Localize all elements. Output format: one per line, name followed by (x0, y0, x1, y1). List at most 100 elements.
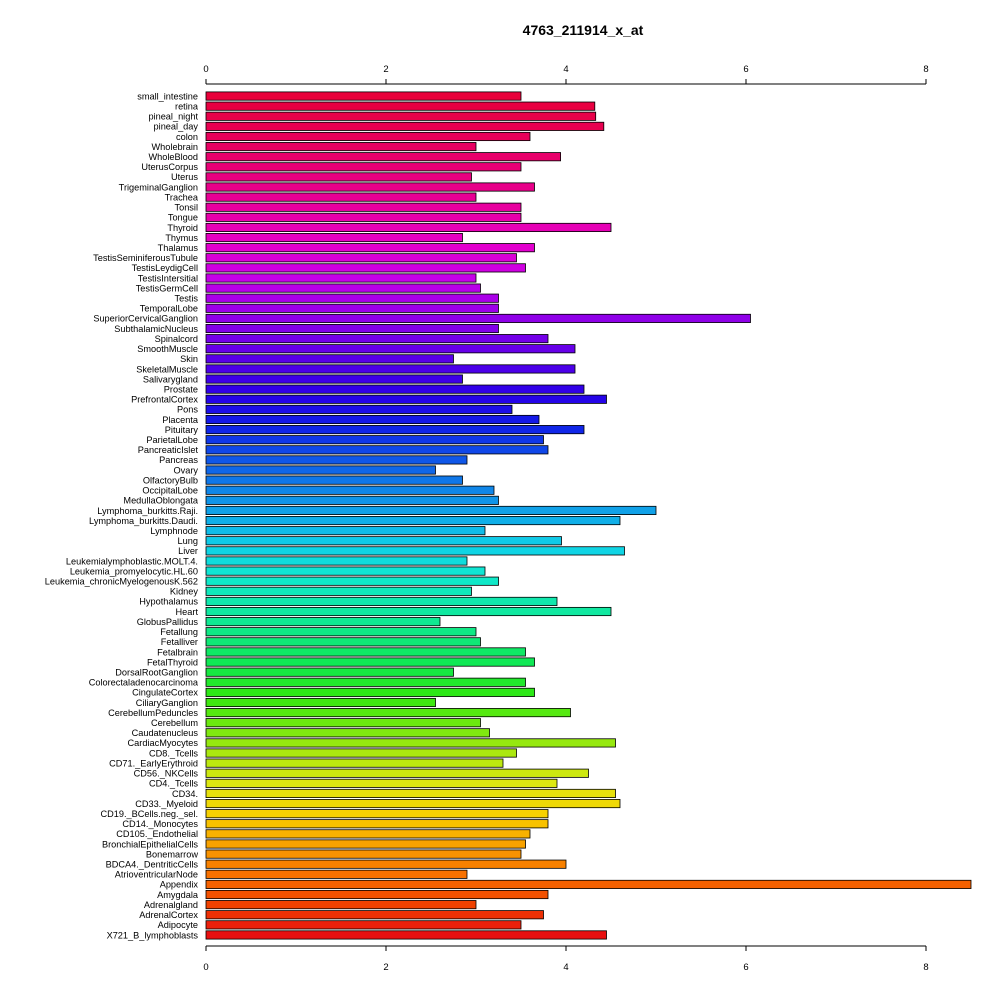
bar (205, 667, 454, 677)
category-label: GlobusPallidus (137, 617, 199, 627)
category-label: Tongue (168, 213, 198, 223)
bar (205, 627, 477, 637)
category-label: CD8._Tcells (149, 748, 198, 758)
category-label: Spinalcord (155, 334, 198, 344)
bar (205, 677, 526, 687)
category-label: PancreaticIslet (138, 445, 199, 455)
category-label: Hypothalamus (139, 597, 198, 607)
category-label: small_intestine (137, 91, 198, 101)
category-label: TestisLeydigCell (132, 263, 198, 273)
category-label: CingulateCortex (132, 688, 198, 698)
category-label: Adrenalgland (144, 900, 198, 910)
category-label: Colorectaladenocarcinoma (89, 678, 199, 688)
category-label: AdrenalCortex (139, 910, 198, 920)
bar-series (205, 91, 972, 940)
category-label: retina (175, 101, 199, 111)
bar (205, 920, 522, 930)
category-label: CD14._Monocytes (122, 819, 198, 829)
bar (205, 657, 535, 667)
bar (205, 697, 436, 708)
bar (205, 263, 526, 273)
category-label: Salivarygland (143, 374, 198, 384)
bar (205, 414, 540, 425)
tick-label: 8 (923, 64, 928, 75)
category-label: Tonsil (175, 203, 199, 213)
category-label: Prostate (164, 384, 198, 394)
bar (205, 748, 517, 758)
bar (205, 596, 558, 606)
bar (205, 172, 472, 182)
bar (205, 728, 490, 738)
category-label: BronchialEpithelialCells (102, 839, 198, 849)
category-label: TestisSeminiferousTubule (93, 253, 198, 263)
category-label: Thyroid (167, 223, 198, 233)
tick-label: 6 (743, 962, 748, 973)
category-label: ParietalLobe (146, 435, 198, 445)
category-label: Lymphnode (150, 526, 198, 536)
category-label: Testis (175, 294, 199, 304)
bar (205, 505, 657, 515)
bar (205, 556, 468, 566)
bar (205, 758, 504, 768)
bar (205, 475, 463, 485)
bar (205, 576, 499, 586)
bar (205, 647, 526, 657)
category-label: Bonemarrow (146, 849, 198, 859)
category-label: FetalThyroid (147, 657, 198, 667)
category-label: CD4._Tcells (149, 779, 198, 789)
bar (205, 738, 616, 748)
category-labels: small_intestineretinapineal_nightpineal_… (45, 91, 199, 940)
bar (205, 778, 558, 788)
category-label: Lymphoma_burkitts.Daudi. (89, 516, 198, 526)
bar (205, 202, 522, 212)
bar (205, 152, 562, 162)
category-label: MedullaOblongata (123, 496, 198, 506)
bar (205, 91, 522, 101)
bar (205, 718, 481, 728)
bar (205, 889, 549, 900)
tick-label: 4 (563, 962, 568, 973)
category-label: CD105._Endothelial (116, 829, 198, 839)
bar (205, 829, 531, 839)
category-label: BDCA4._DentriticCells (106, 860, 199, 870)
category-label: Lymphoma_burkitts.Raji. (97, 506, 198, 516)
bar (205, 637, 481, 647)
bar (205, 384, 585, 394)
bar (205, 182, 535, 192)
category-label: pineal_day (154, 122, 199, 132)
category-label: Adipocyte (158, 920, 198, 930)
bar (205, 819, 549, 829)
bar (205, 212, 522, 222)
category-label: CD56._NKCells (134, 769, 199, 779)
bar (205, 606, 612, 617)
category-label: OlfactoryBulb (143, 475, 198, 485)
bar (205, 162, 522, 172)
tick-label: 0 (203, 64, 208, 75)
bar (205, 334, 549, 344)
category-label: DorsalRootGanglion (115, 667, 198, 677)
tick-label: 2 (383, 962, 388, 973)
category-label: Appendix (160, 880, 199, 890)
bar (205, 313, 751, 323)
category-label: WholeBlood (148, 152, 198, 162)
top-x-axis: 0 2 4 6 8 (203, 64, 929, 85)
bar (205, 354, 454, 364)
category-label: AtrioventricularNode (115, 870, 198, 880)
tick-label: 2 (383, 64, 388, 75)
bar (205, 869, 468, 879)
bar (205, 799, 621, 809)
category-label: Pancreas (159, 455, 198, 465)
bar (205, 586, 472, 596)
bar (205, 222, 612, 232)
bar (205, 708, 571, 718)
bar (205, 445, 549, 455)
bar (205, 364, 576, 374)
bar (205, 253, 517, 263)
bar (205, 243, 535, 253)
category-label: PrefrontalCortex (131, 395, 198, 405)
bar (205, 344, 576, 354)
bar (205, 516, 621, 526)
category-label: TemporalLobe (140, 304, 198, 314)
category-label: Ovary (173, 465, 198, 475)
